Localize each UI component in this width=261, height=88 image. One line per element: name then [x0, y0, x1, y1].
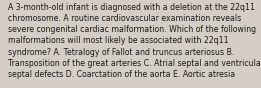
Text: A 3-month-old infant is diagnosed with a deletion at the 22q11
chromosome. A rou: A 3-month-old infant is diagnosed with a…	[8, 3, 261, 79]
